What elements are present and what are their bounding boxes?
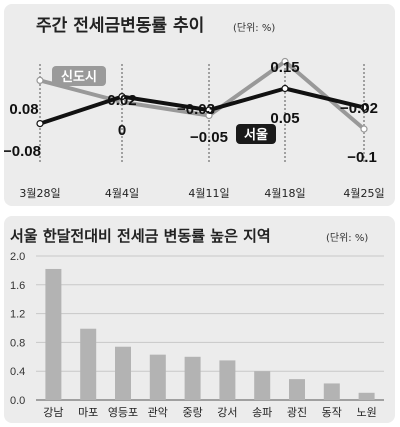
data-point (118, 92, 126, 101)
x-tick-label: 노원 (356, 406, 376, 419)
weekly-line-chart-panel: 주간 전세금변동률 추이 (단위: %) 0.08 0 −0.05 0.15 −0.1 −… (4, 4, 395, 206)
data-point (281, 84, 289, 93)
x-tick-label: 광진 (287, 406, 307, 419)
bar-노원 (358, 392, 375, 400)
x-tick-label: 4월25일 (343, 186, 384, 200)
value-label: −0.02 (340, 100, 378, 117)
data-point (36, 119, 44, 128)
x-tick-label: 3월28일 (19, 186, 60, 200)
value-label: 0.05 (270, 110, 299, 127)
bar-동작 (323, 383, 340, 400)
data-point (205, 106, 213, 114)
value-label: −0.05 (190, 129, 228, 146)
y-tick-label: 2.0 (10, 251, 25, 263)
bar-중랑 (184, 356, 201, 400)
x-tick-label: 강남 (43, 406, 63, 419)
value-label: 0.15 (270, 59, 299, 76)
bar-관악 (149, 354, 166, 400)
weekly-line-chart: 주간 전세금변동률 추이 (단위: %) 0.08 0 −0.05 0.15 −0.1 −… (4, 16, 385, 200)
value-label: 0 (118, 122, 126, 139)
series-tag-seoul: 서울 (236, 124, 276, 144)
x-tick-label: 동작 (322, 406, 342, 419)
bar-강남 (45, 268, 62, 400)
line-chart-unit: (단위: %) (233, 21, 275, 34)
bar-chart-title: 서울 한달전대비 전세금 변동률 높은 지역 (10, 227, 271, 245)
y-tick-label: 0.8 (10, 337, 25, 349)
bar-영등포 (115, 346, 131, 400)
x-tick-label: 송파 (252, 406, 272, 419)
bar-chart-unit: (단위: %) (326, 231, 368, 244)
bar-광진 (289, 379, 305, 400)
x-tick-label: 마포 (78, 406, 98, 419)
bar-마포 (80, 328, 97, 400)
y-tick-label: 1.2 (10, 309, 25, 321)
bar-강서 (219, 360, 236, 400)
data-point (36, 76, 44, 85)
y-tick-label: 0.0 (10, 395, 25, 407)
x-tick-label: 강서 (217, 406, 237, 419)
series-tag-bg (52, 66, 106, 86)
district-bar-chart: 서울 한달전대비 전세금 변동률 높은 지역 (단위: %) 2.0 1.6 1.2… (10, 227, 384, 419)
series-tag-label: 신도시 (61, 70, 97, 85)
value-label: 0.08 (9, 101, 38, 118)
value-label: −0.03 (177, 101, 215, 118)
bar-송파 (254, 371, 271, 400)
y-tick-label: 1.6 (10, 280, 25, 292)
series-tag-sindosi: 신도시 (52, 66, 106, 86)
y-tick-label: 0.4 (10, 366, 25, 378)
value-label: 0.02 (107, 92, 136, 109)
data-point (281, 57, 289, 66)
line-chart-title: 주간 전세금변동률 추이 (36, 16, 204, 36)
x-tick-label: 4월18일 (264, 186, 305, 200)
series-tag-bg (236, 124, 276, 144)
x-tick-label: 중랑 (182, 406, 202, 419)
district-bar-chart-panel: 서울 한달전대비 전세금 변동률 높은 지역 (단위: %) 2.0 1.6 1.2… (4, 216, 395, 423)
data-point (360, 103, 368, 112)
data-point (360, 125, 368, 133)
x-tick-label: 4월4일 (105, 186, 139, 200)
x-tick-label: 영등포 (108, 406, 138, 419)
x-tick-label: 4월11일 (188, 186, 229, 200)
value-label: −0.1 (347, 149, 377, 166)
series-tag-label: 서울 (244, 127, 268, 143)
value-label: −0.08 (4, 143, 41, 160)
x-tick-label: 관악 (148, 406, 168, 419)
